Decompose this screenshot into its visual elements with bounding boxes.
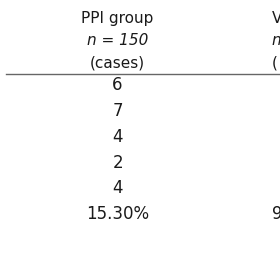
Text: (: ( bbox=[272, 55, 277, 71]
Text: 9: 9 bbox=[272, 205, 280, 223]
Text: PPI group: PPI group bbox=[81, 11, 154, 26]
Text: 4: 4 bbox=[112, 128, 123, 146]
Text: 6: 6 bbox=[112, 76, 123, 94]
Text: (cases): (cases) bbox=[90, 55, 145, 71]
Text: VP: VP bbox=[272, 11, 280, 26]
Text: n: n bbox=[272, 33, 280, 48]
Text: 4: 4 bbox=[112, 179, 123, 197]
Text: 15.30%: 15.30% bbox=[86, 205, 149, 223]
Text: 2: 2 bbox=[112, 154, 123, 172]
Text: n = 150: n = 150 bbox=[87, 33, 148, 48]
Text: 7: 7 bbox=[112, 102, 123, 120]
